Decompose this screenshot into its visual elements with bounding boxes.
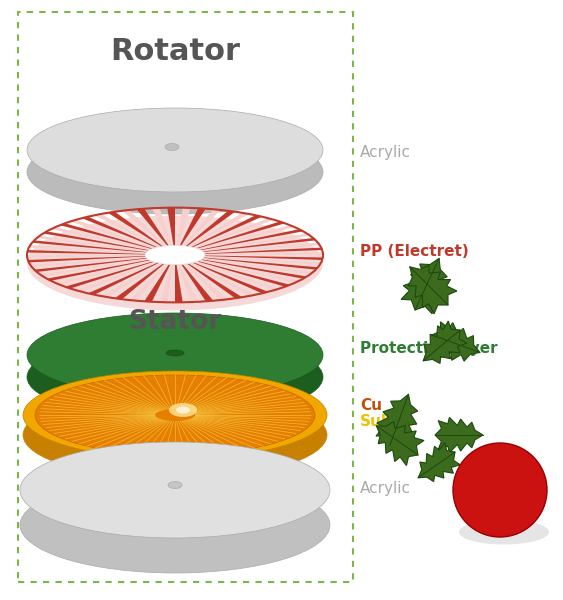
Polygon shape — [55, 260, 151, 285]
Ellipse shape — [20, 477, 330, 573]
Polygon shape — [200, 229, 303, 250]
Circle shape — [453, 443, 547, 537]
Polygon shape — [187, 263, 242, 298]
Polygon shape — [186, 211, 235, 246]
Polygon shape — [184, 264, 228, 300]
Polygon shape — [144, 265, 170, 302]
Polygon shape — [194, 218, 274, 248]
Polygon shape — [203, 259, 313, 274]
Polygon shape — [32, 241, 146, 253]
Polygon shape — [376, 394, 418, 447]
Ellipse shape — [20, 442, 330, 538]
Polygon shape — [60, 223, 153, 249]
Polygon shape — [28, 256, 145, 262]
Polygon shape — [115, 264, 164, 299]
Polygon shape — [51, 227, 151, 250]
Polygon shape — [204, 243, 320, 253]
Ellipse shape — [168, 481, 182, 488]
Polygon shape — [43, 232, 149, 251]
Polygon shape — [40, 259, 148, 277]
Text: Acrylic: Acrylic — [360, 145, 411, 160]
Polygon shape — [418, 443, 461, 482]
Polygon shape — [430, 322, 480, 361]
Polygon shape — [376, 421, 424, 466]
Polygon shape — [189, 213, 249, 247]
Polygon shape — [177, 208, 190, 245]
Polygon shape — [205, 253, 323, 255]
Ellipse shape — [27, 215, 323, 310]
Ellipse shape — [166, 350, 184, 356]
Polygon shape — [29, 245, 146, 253]
Ellipse shape — [27, 130, 323, 214]
Polygon shape — [70, 220, 155, 248]
Ellipse shape — [459, 520, 549, 545]
Polygon shape — [204, 257, 318, 269]
Polygon shape — [180, 208, 205, 245]
Polygon shape — [204, 248, 322, 254]
Polygon shape — [193, 262, 268, 293]
Text: Rotator: Rotator — [110, 37, 240, 67]
Polygon shape — [181, 264, 213, 301]
Polygon shape — [195, 262, 280, 290]
Polygon shape — [175, 265, 183, 302]
Polygon shape — [159, 265, 173, 302]
Ellipse shape — [27, 108, 323, 192]
Polygon shape — [27, 255, 145, 257]
Polygon shape — [27, 250, 145, 254]
Polygon shape — [101, 263, 162, 297]
Text: Acrylic: Acrylic — [360, 481, 411, 496]
Polygon shape — [190, 263, 256, 296]
Ellipse shape — [23, 391, 327, 479]
Text: Stator: Stator — [128, 309, 222, 335]
Polygon shape — [197, 261, 290, 287]
Polygon shape — [191, 215, 262, 247]
Text: Subst.: Subst. — [360, 413, 415, 428]
Polygon shape — [178, 265, 198, 302]
Polygon shape — [202, 233, 310, 251]
Polygon shape — [198, 225, 295, 250]
Polygon shape — [167, 208, 175, 245]
Polygon shape — [435, 418, 483, 452]
Polygon shape — [76, 262, 156, 292]
Polygon shape — [129, 264, 167, 301]
Polygon shape — [204, 257, 321, 265]
Ellipse shape — [27, 313, 323, 397]
Polygon shape — [88, 263, 159, 295]
Ellipse shape — [165, 143, 179, 151]
Polygon shape — [30, 257, 146, 267]
Polygon shape — [423, 321, 467, 364]
Polygon shape — [409, 266, 457, 314]
Polygon shape — [37, 236, 148, 251]
Bar — [18, 12, 353, 582]
Polygon shape — [34, 258, 147, 272]
Ellipse shape — [176, 407, 190, 413]
Polygon shape — [401, 259, 447, 314]
Polygon shape — [82, 217, 158, 248]
Polygon shape — [199, 260, 299, 283]
Ellipse shape — [169, 403, 197, 417]
Polygon shape — [201, 259, 307, 278]
Polygon shape — [47, 260, 150, 281]
Ellipse shape — [23, 371, 327, 459]
Text: Protection layer: Protection layer — [360, 340, 498, 355]
Polygon shape — [152, 208, 172, 245]
Text: PP (Electret): PP (Electret) — [360, 245, 469, 259]
Polygon shape — [203, 238, 316, 252]
Polygon shape — [137, 209, 169, 246]
Polygon shape — [205, 256, 323, 260]
Polygon shape — [183, 209, 221, 246]
Ellipse shape — [145, 245, 205, 265]
Polygon shape — [122, 210, 166, 246]
Ellipse shape — [35, 375, 315, 455]
Polygon shape — [108, 212, 163, 247]
Text: Cu: Cu — [360, 397, 382, 413]
Ellipse shape — [27, 335, 323, 419]
Polygon shape — [65, 262, 154, 289]
Polygon shape — [196, 221, 285, 248]
Polygon shape — [95, 214, 160, 247]
